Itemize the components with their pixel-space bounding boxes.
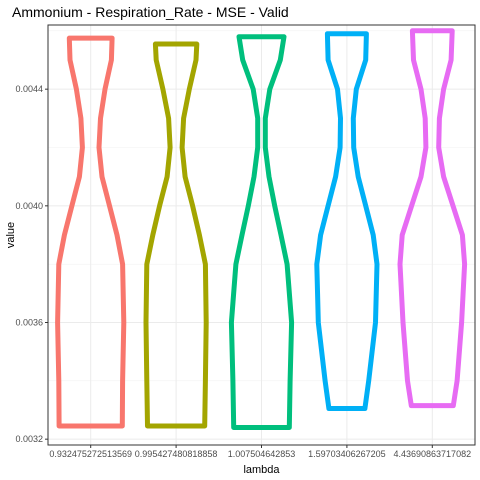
violin-layer	[55, 28, 468, 430]
x-axis-title: lambda	[243, 464, 280, 476]
y-tick-label: 0.0040	[15, 201, 43, 211]
violin-2	[143, 41, 209, 429]
x-axis: 0.932475272513569 0.995427480818858 1.0075…	[49, 445, 471, 459]
x-tick-label: 1.59703406267205	[308, 449, 386, 459]
violin-5	[397, 28, 468, 409]
violin-3	[228, 34, 295, 430]
violin-1	[55, 35, 127, 429]
violin-4	[314, 31, 380, 411]
plot-panel-border	[47, 24, 476, 446]
y-tick-label: 0.0032	[15, 434, 43, 444]
x-tick-label: 4.43690863717082	[394, 449, 472, 459]
y-axis: 0.0032 0.0036 0.0040 0.0044	[15, 84, 48, 444]
y-tick-label: 0.0036	[15, 318, 43, 328]
chart-title: Ammonium - Respiration_Rate - MSE - Vali…	[12, 4, 289, 20]
x-tick-label: 1.007504642853	[228, 449, 296, 459]
y-tick-label: 0.0044	[15, 84, 43, 94]
x-tick-label: 0.932475272513569	[49, 449, 132, 459]
y-axis-title: value	[5, 222, 17, 248]
x-tick-label: 0.995427480818858	[135, 449, 218, 459]
